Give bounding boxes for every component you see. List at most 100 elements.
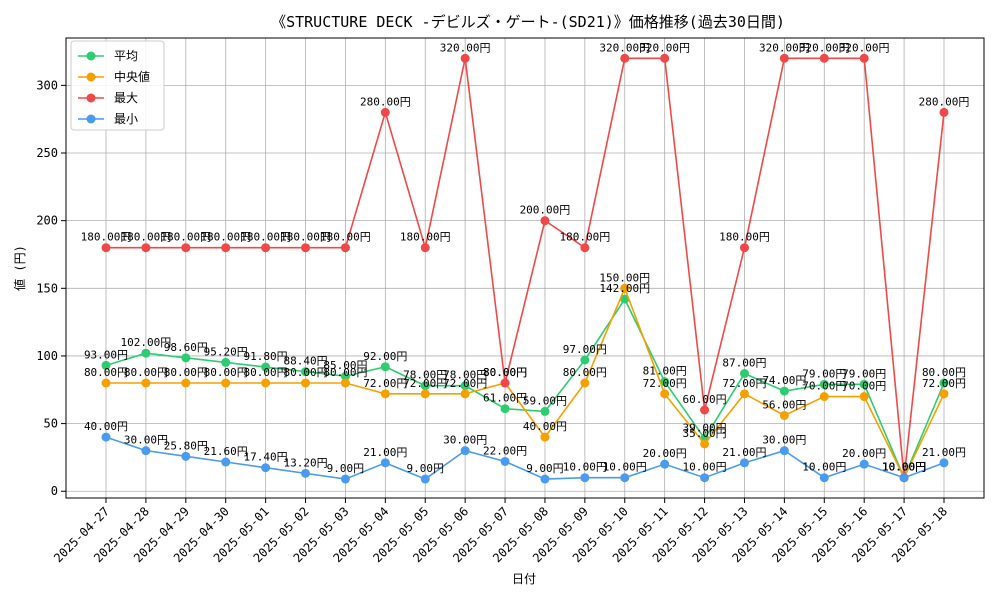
data-point xyxy=(101,360,111,370)
data-label: 10.00円 xyxy=(603,461,647,474)
data-label: 21.00円 xyxy=(363,446,407,459)
y-tick-label: 100 xyxy=(36,349,58,363)
data-point xyxy=(939,378,949,388)
data-label: 320.00円 xyxy=(799,41,850,54)
data-label: 320.00円 xyxy=(599,41,650,54)
data-point xyxy=(181,243,191,253)
data-label: 72.00円 xyxy=(922,377,966,390)
data-point xyxy=(340,474,350,484)
data-label: 72.00円 xyxy=(363,377,407,390)
data-label: 39.00円 xyxy=(683,421,727,434)
data-point xyxy=(101,243,111,253)
data-label: 20.00円 xyxy=(643,447,687,460)
data-point xyxy=(819,473,829,483)
data-label: 80.00円 xyxy=(922,366,966,379)
data-label: 79.00円 xyxy=(842,367,886,380)
data-point xyxy=(779,410,789,420)
data-point xyxy=(420,389,430,399)
data-label: 30.00円 xyxy=(124,434,168,447)
y-tick-label: 200 xyxy=(36,214,58,228)
legend-label: 最小 xyxy=(114,112,138,126)
data-label: 320.00円 xyxy=(440,41,491,54)
series-line xyxy=(106,286,945,480)
legend-marker xyxy=(86,72,96,82)
data-point xyxy=(700,405,710,415)
data-label: 72.00円 xyxy=(643,377,687,390)
data-label: 79.00円 xyxy=(802,367,846,380)
data-label: 180.00円 xyxy=(160,231,211,244)
data-label: 21.00円 xyxy=(922,446,966,459)
data-label: 180.00円 xyxy=(559,231,610,244)
data-label: 30.00円 xyxy=(443,434,487,447)
data-point xyxy=(540,474,550,484)
data-point xyxy=(859,459,869,469)
data-point xyxy=(620,53,630,63)
data-label: 180.00円 xyxy=(200,231,251,244)
data-point xyxy=(221,378,231,388)
data-point xyxy=(660,459,670,469)
data-label: 80.00円 xyxy=(124,366,168,379)
data-label: 180.00円 xyxy=(81,231,132,244)
data-point xyxy=(819,53,829,63)
data-label: 10.00円 xyxy=(882,461,926,474)
data-label: 40.00円 xyxy=(84,420,128,433)
data-label: 180.00円 xyxy=(719,231,770,244)
data-label: 13.20円 xyxy=(283,456,327,469)
data-label: 78.00円 xyxy=(443,369,487,382)
data-label: 25.80円 xyxy=(164,439,208,452)
data-point xyxy=(620,283,630,293)
data-point xyxy=(221,357,231,367)
data-point xyxy=(460,53,470,63)
data-point xyxy=(819,392,829,402)
data-point xyxy=(620,294,630,304)
data-label: 85.00円 xyxy=(323,359,367,372)
data-point xyxy=(141,243,151,253)
data-point xyxy=(141,378,151,388)
series-line xyxy=(106,57,945,478)
legend-marker xyxy=(86,114,96,124)
data-label: 280.00円 xyxy=(360,95,411,108)
data-point xyxy=(660,377,670,387)
data-label: 21.60円 xyxy=(204,445,248,458)
data-point xyxy=(340,378,350,388)
data-label: 200.00円 xyxy=(520,204,571,217)
data-label: 80.00円 xyxy=(204,366,248,379)
axes: 2025-04-272025-04-282025-04-292025-04-30… xyxy=(36,37,985,565)
data-point xyxy=(739,243,749,253)
data-label: 80.00円 xyxy=(563,366,607,379)
data-point xyxy=(739,369,749,379)
data-label: 10.00円 xyxy=(802,461,846,474)
data-label: 74.00円 xyxy=(762,374,806,387)
plot-frame xyxy=(65,37,985,499)
data-point xyxy=(340,243,350,253)
data-point xyxy=(939,389,949,399)
legend-marker xyxy=(86,51,96,61)
data-point xyxy=(540,406,550,416)
data-label: 91.80円 xyxy=(244,350,288,363)
data-point xyxy=(181,378,191,388)
data-point xyxy=(779,446,789,456)
data-point xyxy=(660,389,670,399)
data-label: 35.00円 xyxy=(683,427,727,440)
data-point xyxy=(420,381,430,391)
data-point xyxy=(301,468,311,478)
data-label: 10.00円 xyxy=(882,461,926,474)
data-label: 72.00円 xyxy=(443,377,487,390)
data-point xyxy=(181,451,191,461)
data-label: 93.00円 xyxy=(84,348,128,361)
data-point xyxy=(500,404,510,414)
data-point xyxy=(859,53,869,63)
data-label: 70.00円 xyxy=(842,380,886,393)
data-label: 21.00円 xyxy=(722,446,766,459)
data-label: 92.00円 xyxy=(363,350,407,363)
data-point xyxy=(500,378,510,388)
data-label: 61.00円 xyxy=(483,392,527,405)
data-label: 95.20円 xyxy=(204,345,248,358)
data-label: 60.00円 xyxy=(683,393,727,406)
data-label: 320.00円 xyxy=(759,41,810,54)
data-label: 10.00円 xyxy=(563,461,607,474)
data-label: 180.00円 xyxy=(320,231,371,244)
data-label: 10.00円 xyxy=(882,461,926,474)
